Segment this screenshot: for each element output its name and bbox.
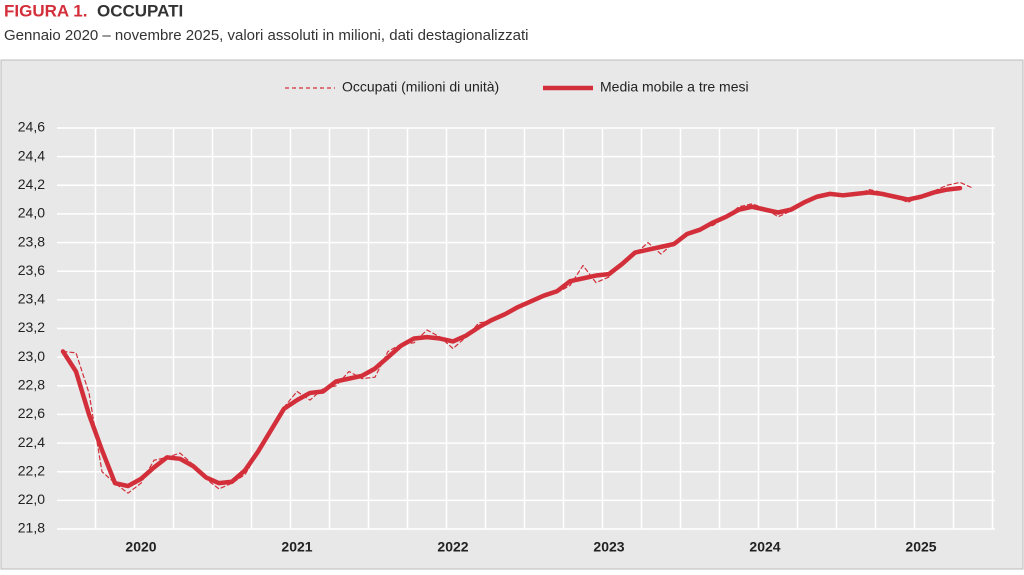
legend-label: Occupati (milioni di unità) <box>342 79 499 95</box>
y-tick-label: 23,0 <box>18 348 45 364</box>
y-tick-label: 22,2 <box>18 462 45 478</box>
figure-label: FIGURA 1. <box>4 1 87 20</box>
series-line <box>60 185 963 489</box>
x-tick-label: 2020 <box>125 539 156 555</box>
y-tick-label: 22,0 <box>18 491 45 507</box>
legend-label: Media mobile a tre mesi <box>600 79 749 95</box>
y-tick-label: 24,2 <box>18 176 45 192</box>
y-tick-label: 22,4 <box>18 434 45 450</box>
y-tick-label: 23,8 <box>18 233 45 249</box>
x-tick-label: 2023 <box>593 539 624 555</box>
x-tick-label: 2022 <box>437 539 468 555</box>
y-tick-label: 23,2 <box>18 319 45 335</box>
chart-subtitle: Gennaio 2020 – novembre 2025, valori ass… <box>4 27 528 44</box>
y-tick-label: 24,0 <box>18 205 45 221</box>
chart-title: OCCUPATI <box>97 1 183 20</box>
y-tick-label: 21,8 <box>18 520 45 536</box>
y-tick-label: 22,8 <box>18 376 45 392</box>
y-tick-label: 23,6 <box>18 262 45 278</box>
chart-panel <box>0 59 1024 570</box>
y-tick-label: 22,6 <box>18 405 45 421</box>
y-tick-label: 23,4 <box>18 291 45 307</box>
x-tick-label: 2024 <box>749 539 780 555</box>
x-tick-label: 2025 <box>905 539 936 555</box>
y-tick-label: 24,4 <box>18 147 45 163</box>
y-tick-label: 24,6 <box>18 119 45 135</box>
x-tick-label: 2021 <box>281 539 312 555</box>
